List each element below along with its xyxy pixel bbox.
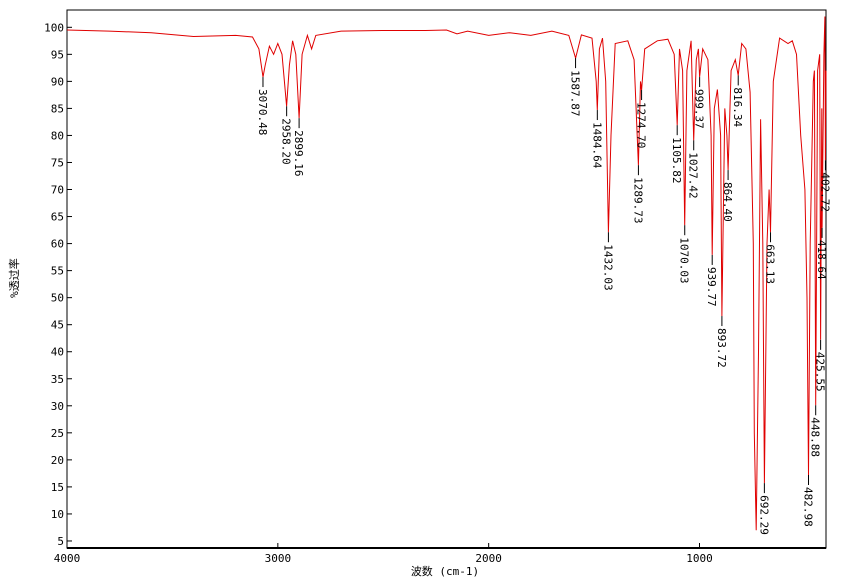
y-tick-label: 55 xyxy=(51,265,64,278)
y-tick-label: 35 xyxy=(51,373,64,386)
peak-label: 402.72 xyxy=(818,172,831,212)
y-tick-label: 60 xyxy=(51,238,64,251)
peak-label: 939.77 xyxy=(705,267,718,307)
peak-label: 1105.82 xyxy=(670,137,683,183)
y-tick-label: 10 xyxy=(51,508,64,521)
y-tick-label: 100 xyxy=(44,21,64,34)
x-tick-label: 4000 xyxy=(54,552,81,565)
peak-label: 1587.87 xyxy=(569,70,582,116)
peak-label: 1484.64 xyxy=(590,122,603,169)
peak-label: 482.98 xyxy=(802,487,815,527)
y-tick-label: 95 xyxy=(51,48,64,61)
peak-label: 1274.70 xyxy=(635,102,648,148)
peak-label: 3070.48 xyxy=(256,89,269,135)
x-tick-label: 2000 xyxy=(475,552,502,565)
peak-label: 663.13 xyxy=(764,244,777,284)
y-tick-label: 65 xyxy=(51,211,64,224)
peak-label: 864.40 xyxy=(721,182,734,222)
peak-label: 1070.03 xyxy=(678,237,691,283)
y-tick-label: 70 xyxy=(51,184,64,197)
y-tick-label: 85 xyxy=(51,102,64,115)
y-tick-label: 5 xyxy=(57,535,64,548)
peak-label: 893.72 xyxy=(715,328,728,368)
peak-label: 816.34 xyxy=(731,87,744,127)
peak-label: 2899.16 xyxy=(292,130,305,176)
y-tick-label: 25 xyxy=(51,427,64,440)
peak-label: 1289.73 xyxy=(631,177,644,223)
y-tick-label: 45 xyxy=(51,319,64,332)
peak-label: 1432.03 xyxy=(601,244,614,290)
x-axis-label: 波数 (cm-1) xyxy=(411,565,479,578)
y-tick-label: 50 xyxy=(51,292,64,305)
peak-label: 2958.20 xyxy=(280,118,293,164)
y-tick-label: 90 xyxy=(51,75,64,88)
y-axis-label: %透过率 xyxy=(7,258,21,298)
peak-label: 448.88 xyxy=(809,417,822,457)
y-tick-label: 20 xyxy=(51,454,64,467)
y-tick-label: 40 xyxy=(51,346,64,359)
x-tick-label: 1000 xyxy=(686,552,713,565)
y-tick-label: 30 xyxy=(51,400,64,413)
y-tick-label: 15 xyxy=(51,481,64,494)
peak-label: 999.37 xyxy=(693,89,706,129)
peak-label: 1027.42 xyxy=(687,152,700,198)
x-tick-label: 3000 xyxy=(265,552,292,565)
peak-label: 692.29 xyxy=(757,495,770,535)
peak-label: 425.55 xyxy=(814,352,827,392)
peak-label: 418.64 xyxy=(815,240,828,280)
spectrum-line xyxy=(66,16,827,531)
y-tick-label: 80 xyxy=(51,129,64,142)
y-tick-label: 75 xyxy=(51,156,64,169)
